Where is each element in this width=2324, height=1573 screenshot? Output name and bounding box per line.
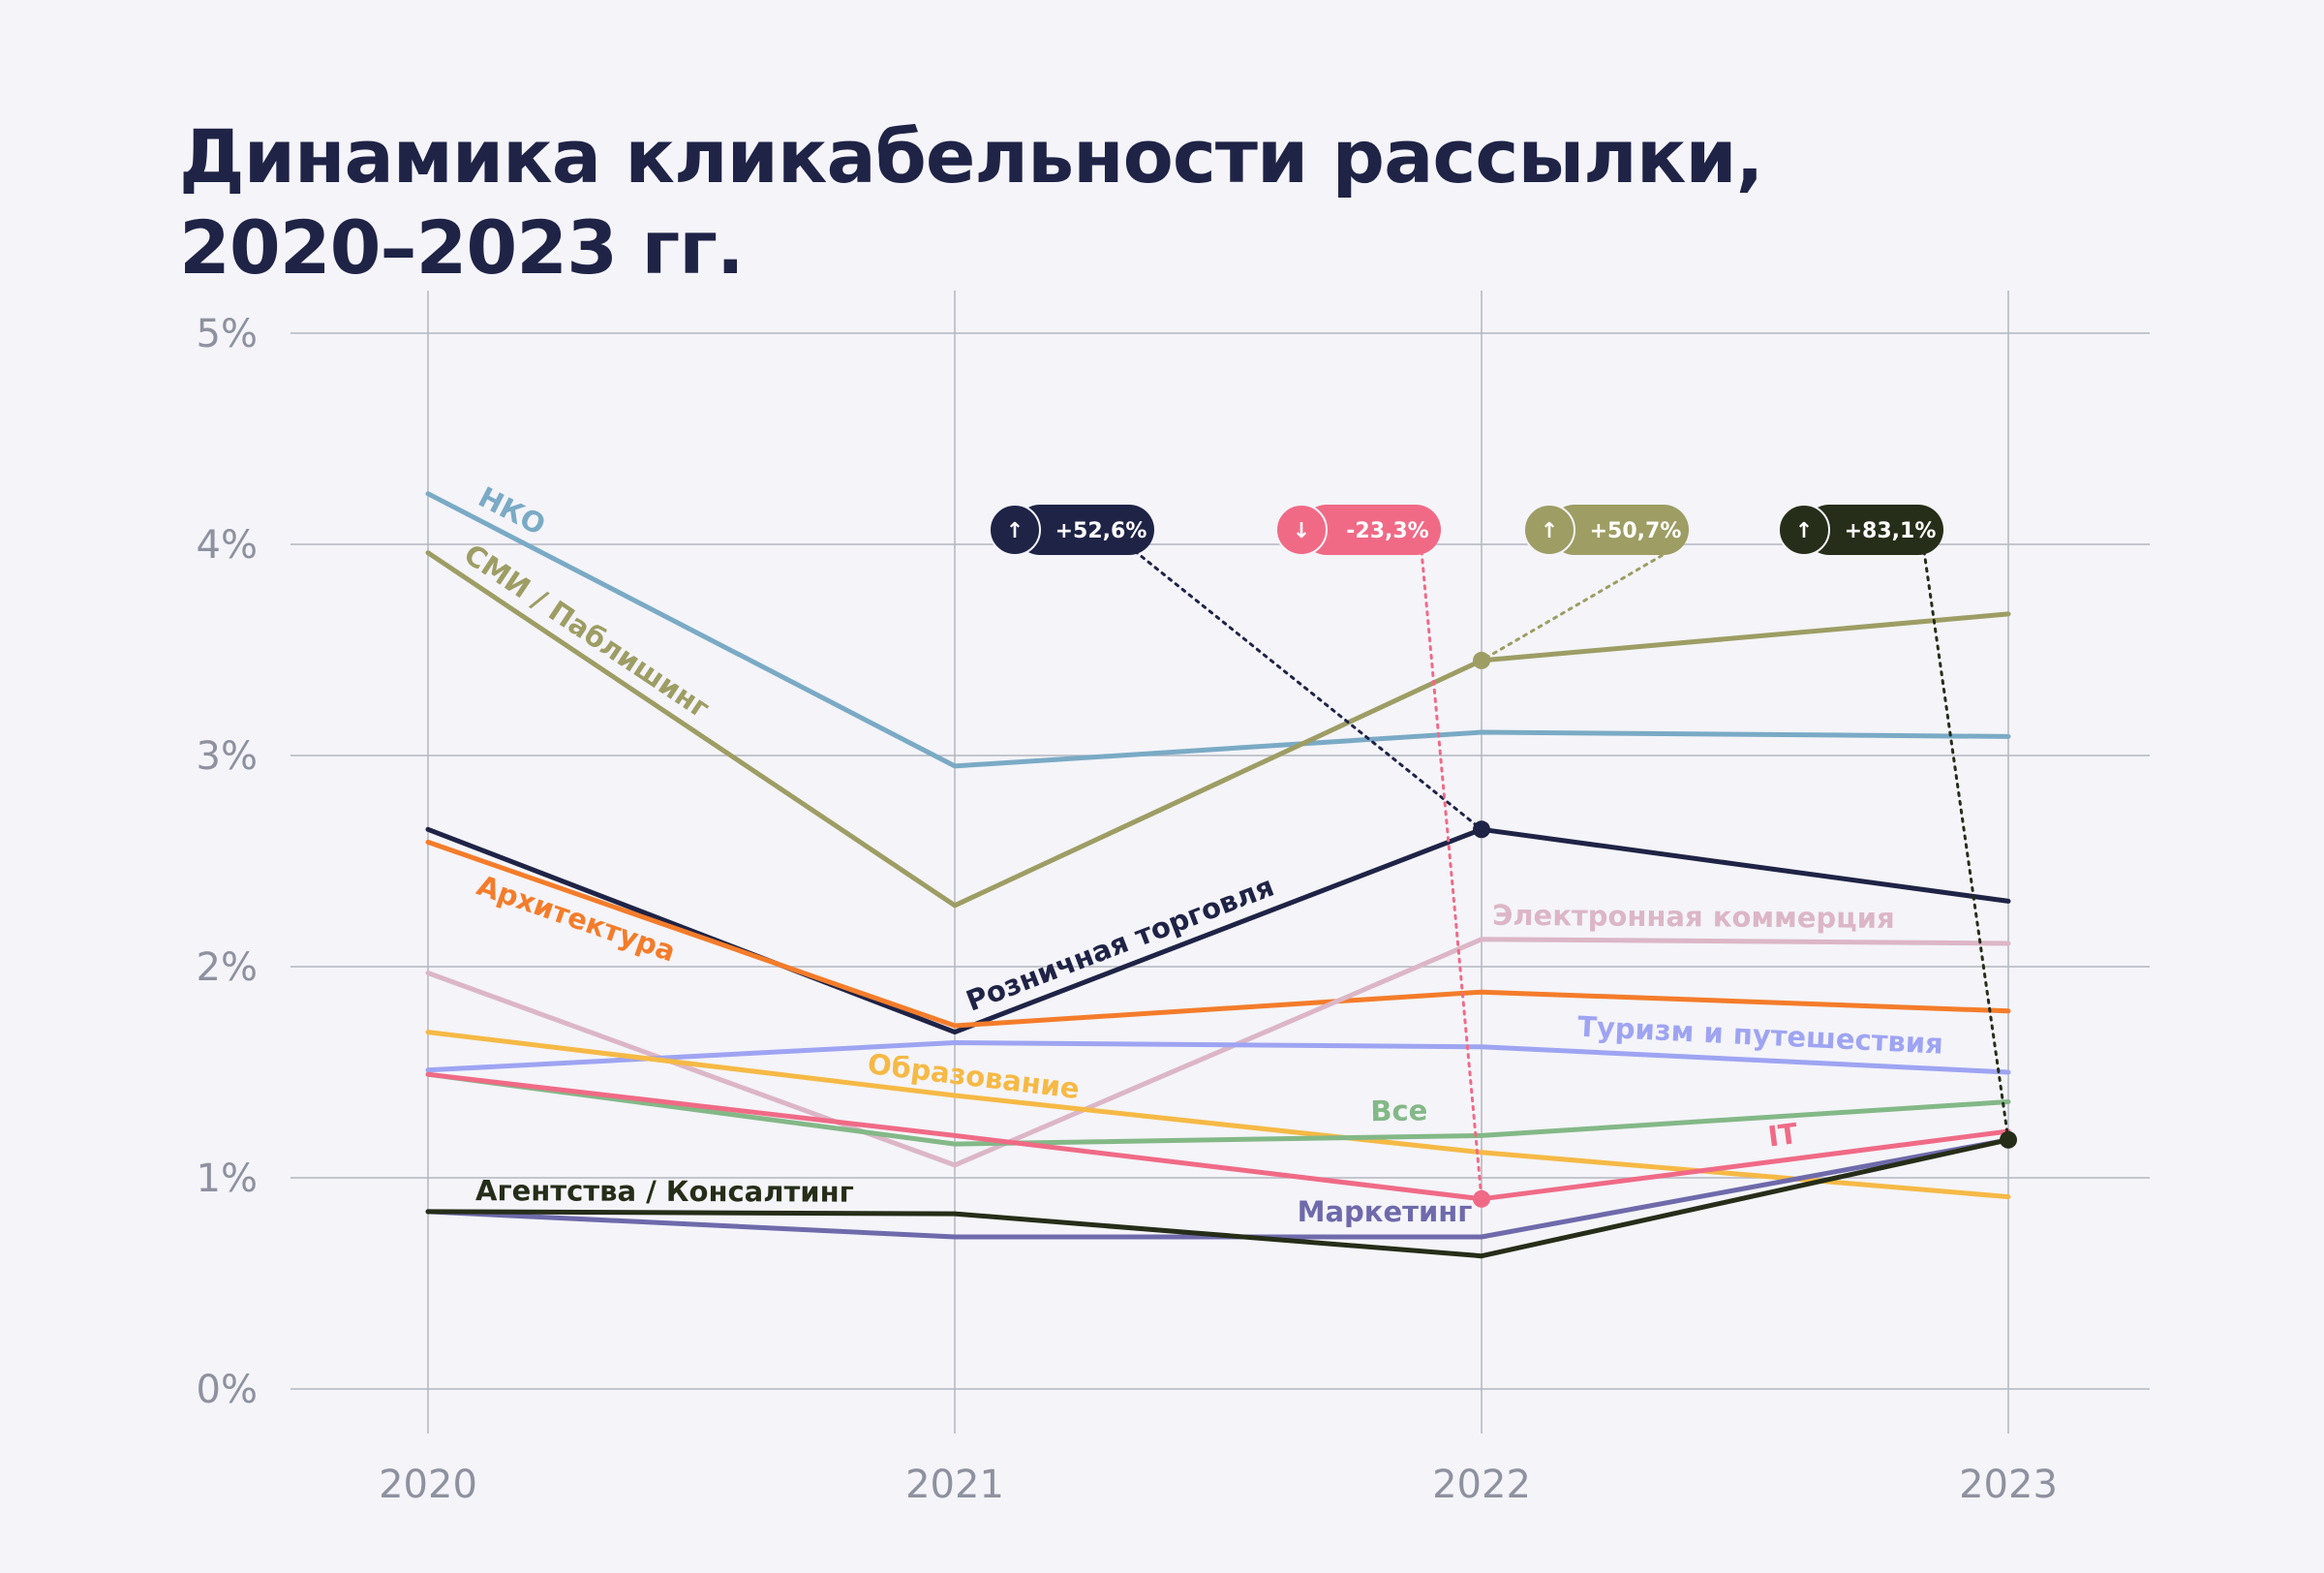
arrow-down-icon: ↓: [1293, 519, 1310, 543]
chart-title-line-1: Динамика кликабельности рассылки,: [179, 113, 1764, 200]
badge-pill: [1301, 505, 1441, 555]
annotation-badge: ↑ +83,1%: [1778, 504, 1943, 556]
series-label: IT: [1766, 1117, 1800, 1154]
series-line: [425, 937, 2011, 1168]
series-label: Агентства / Консалтинг: [475, 1174, 854, 1209]
badge-pill: [1804, 505, 1943, 555]
y-tick-label: 3%: [197, 734, 258, 779]
y-tick-label: 0%: [197, 1368, 258, 1412]
y-axis: 0% 1% 2% 3% 4% 5%: [197, 312, 258, 1412]
badge-arrow-circle: [1275, 504, 1328, 556]
x-axis: 2020 2021 2022 2023: [379, 1463, 2058, 1507]
series-label: СМИ / Паблишинг: [458, 538, 716, 725]
series-label: Маркетинг: [1298, 1195, 1473, 1228]
x-tick-label: 2022: [1432, 1463, 1531, 1507]
annotation-leader: [1480, 549, 1671, 663]
badge-arrow-circle: [989, 504, 1041, 556]
series-line: [425, 826, 2011, 1035]
annotation-value: +52,6%: [1055, 519, 1147, 543]
series-line: [425, 1071, 2011, 1202]
chart-title: Динамика кликабельности рассылки, 2020–2…: [179, 111, 1764, 293]
badge-pill: [1549, 505, 1689, 555]
x-tick-label: 2023: [1959, 1463, 2058, 1507]
annotation-badge: ↑ +52,6%: [989, 504, 1154, 556]
annotation-point: [2000, 1130, 2017, 1149]
series-line: [425, 550, 2011, 909]
series-label: Электронная коммерция: [1492, 899, 1895, 935]
annotation-points: [1473, 651, 2017, 1208]
annotation-value: +83,1%: [1845, 519, 1937, 543]
y-tick-label: 4%: [197, 523, 258, 568]
annotation-leader: [1133, 549, 1483, 831]
annotation-badges: ↑ +52,6% ↓ -23,3% ↑ +50,7% ↑ +83,1%: [989, 504, 1943, 556]
series-label: НКО: [474, 480, 551, 542]
annotation-point: [1473, 820, 1490, 839]
annotation-leader: [1922, 549, 2010, 1142]
annotation-badge: ↑ +50,7%: [1523, 504, 1689, 556]
x-tick-label: 2020: [379, 1463, 477, 1507]
chart-title-line-2: 2020–2023 гг.: [179, 204, 745, 291]
annotation-badge: ↓ -23,3%: [1275, 504, 1441, 556]
series-line: [425, 839, 2011, 1029]
badge-arrow-circle: [1523, 504, 1575, 556]
series-line: [425, 1040, 2011, 1075]
annotation-value: -23,3%: [1346, 519, 1428, 543]
series-lines: [425, 491, 2011, 1259]
arrow-up-icon: ↑: [1795, 519, 1813, 543]
annotation-point: [1473, 1189, 1490, 1208]
grid-lines: [290, 291, 2150, 1434]
arrow-up-icon: ↑: [1006, 519, 1024, 543]
badge-arrow-circle: [1778, 504, 1830, 556]
x-tick-label: 2021: [905, 1463, 1004, 1507]
series-label: Розничная торговля: [962, 870, 1278, 1018]
annotation-leaders: [1133, 549, 2010, 1201]
annotation-value: +50,7%: [1590, 519, 1682, 543]
y-tick-label: 1%: [197, 1157, 258, 1201]
arrow-up-icon: ↑: [1541, 519, 1558, 543]
annotation-leader: [1420, 549, 1483, 1201]
y-tick-label: 2%: [197, 945, 258, 990]
series-line: [425, 1137, 2011, 1259]
badge-pill: [1015, 505, 1154, 555]
series-label: Все: [1370, 1094, 1428, 1127]
series-line: [425, 1071, 2011, 1147]
annotation-point: [1473, 651, 1490, 669]
series-line: [425, 491, 2011, 769]
y-tick-label: 5%: [197, 312, 258, 356]
series-line: [425, 1030, 2011, 1200]
